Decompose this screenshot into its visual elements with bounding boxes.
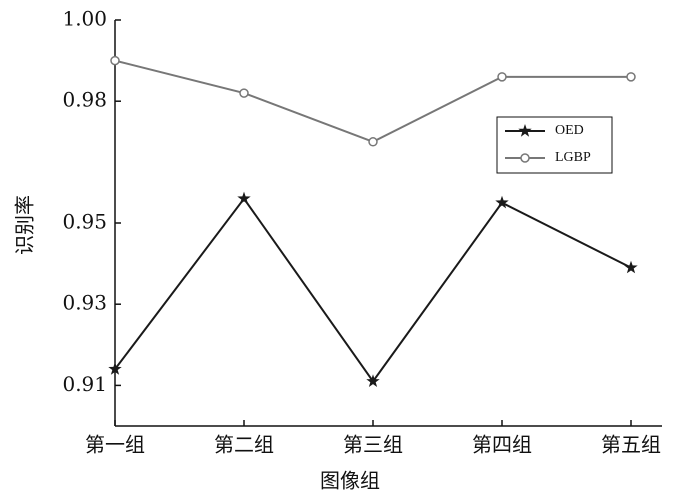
point <box>624 260 638 274</box>
legend-text: OED <box>555 123 584 138</box>
y-tick-label: 0.93 <box>62 291 107 315</box>
x-tick-label: 第四组 <box>472 433 532 457</box>
point <box>495 195 509 209</box>
legend-text: LGBP <box>555 150 591 165</box>
y-axis-label: 识别率 <box>13 195 37 255</box>
y-tick-label: 1.00 <box>62 7 107 31</box>
point <box>110 55 120 66</box>
y-tick-label: 0.98 <box>62 88 107 112</box>
x-tick-label: 第三组 <box>343 433 403 457</box>
legend-marker <box>520 153 530 163</box>
point <box>626 72 636 82</box>
x-tick-label: 第二组 <box>214 433 274 457</box>
point <box>237 191 251 205</box>
x-tick-label: 第一组 <box>85 433 145 457</box>
point <box>108 362 122 375</box>
point <box>366 374 380 387</box>
point <box>497 72 507 82</box>
point <box>368 137 378 147</box>
series-line <box>114 196 632 384</box>
y-tick-label: 0.95 <box>62 210 107 234</box>
legend-marker <box>518 124 532 137</box>
x-axis-label: 图像组 <box>320 469 380 493</box>
y-tick-label: 0.91 <box>62 372 107 396</box>
point <box>239 88 249 98</box>
legend-box <box>496 116 613 174</box>
x-tick-label: 第五组 <box>601 433 661 457</box>
